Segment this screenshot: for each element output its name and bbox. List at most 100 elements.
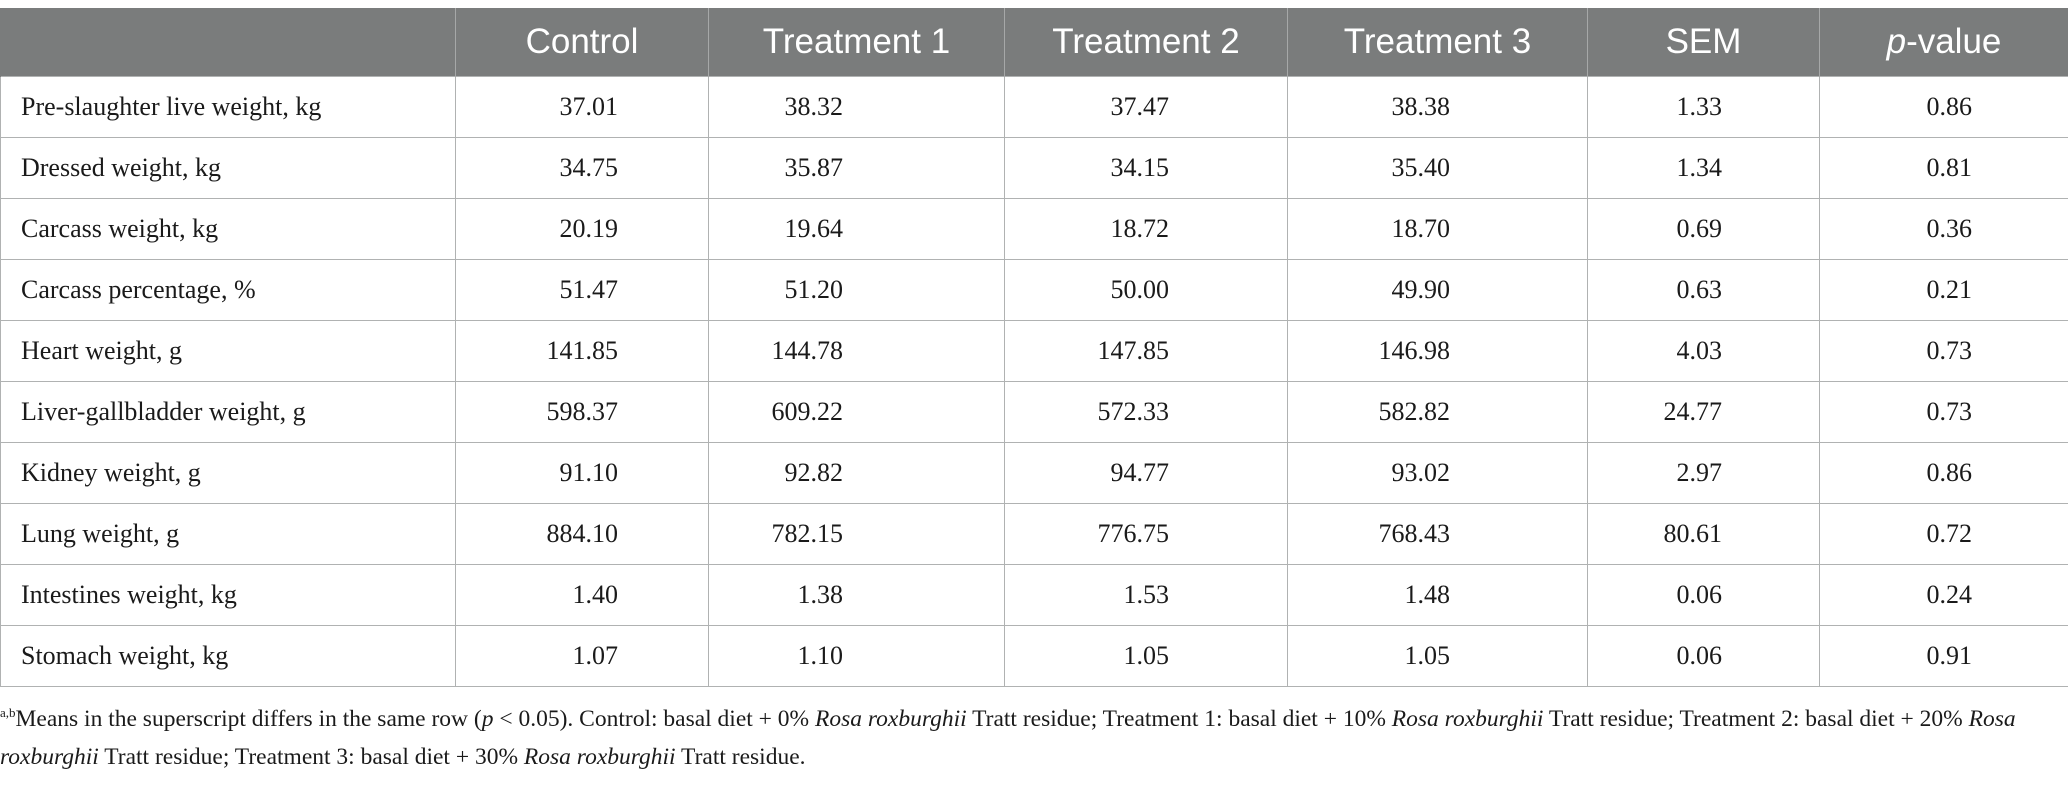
cell-control: 884.10 [455,503,709,565]
header-p-value: p-value [1819,8,2068,77]
footnote-text-4: Tratt residue; Treatment 2: basal diet +… [1543,706,1969,732]
row-label: Liver-gallbladder weight, g [0,381,456,443]
table-row: Carcass percentage, % 51.47 51.20 50.00 49.9… [0,259,2068,321]
cell-treatment-3: 146.98 [1287,320,1588,382]
cell-control: 20.19 [455,198,709,260]
cell-treatment-3: 1.05 [1287,625,1588,687]
cell-treatment-3: 35.40 [1287,137,1588,199]
footnote-species-2: Rosa roxburghii [1391,706,1544,732]
footnote-text-6: Tratt residue. [675,744,806,770]
footnote-text-3: Tratt residue; Treatment 1: basal diet +… [966,706,1392,732]
cell-p-value: 0.36 [1819,198,2068,260]
cell-treatment-1: 51.20 [708,259,1005,321]
results-table: Control Treatment 1 Treatment 2 Treatmen… [0,8,2068,687]
footnote-superscript: a,b [0,705,16,720]
cell-sem: 0.63 [1587,259,1820,321]
cell-treatment-1: 144.78 [708,320,1005,382]
row-label: Carcass percentage, % [0,259,456,321]
cell-control: 1.40 [455,564,709,626]
cell-treatment-1: 38.32 [708,76,1005,138]
header-corner [0,8,456,77]
cell-p-value: 0.73 [1819,381,2068,443]
cell-treatment-2: 37.47 [1004,76,1288,138]
cell-treatment-1: 19.64 [708,198,1005,260]
cell-sem: 1.34 [1587,137,1820,199]
cell-control: 91.10 [455,442,709,504]
cell-treatment-1: 609.22 [708,381,1005,443]
cell-treatment-1: 1.38 [708,564,1005,626]
table-row: Dressed weight, kg 34.75 35.87 34.15 35.40 1.… [0,137,2068,199]
cell-sem: 24.77 [1587,381,1820,443]
cell-p-value: 0.72 [1819,503,2068,565]
cell-p-value: 0.81 [1819,137,2068,199]
cell-sem: 4.03 [1587,320,1820,382]
table-row: Liver-gallbladder weight, g 598.37 609.22 5… [0,381,2068,443]
cell-p-value: 0.21 [1819,259,2068,321]
cell-treatment-2: 18.72 [1004,198,1288,260]
header-p-value-suffix: -value [1906,22,2002,61]
table-footnote: a,bMeans in the superscript differs in t… [0,700,2060,776]
table-row: Kidney weight, g 91.10 92.82 94.77 93.02 2.97… [0,442,2068,504]
header-p-value-italic: p [1886,22,1907,61]
table-row: Heart weight, g 141.85 144.78 147.85 146.98 4… [0,320,2068,382]
table-row: Intestines weight, kg 1.40 1.38 1.53 1.48 0.0… [0,564,2068,626]
table-row: Lung weight, g 884.10 782.15 776.75 768.43 80… [0,503,2068,565]
cell-treatment-2: 1.05 [1004,625,1288,687]
cell-treatment-3: 49.90 [1287,259,1588,321]
footnote-species-4: Rosa roxburghii [523,744,676,770]
row-label: Kidney weight, g [0,442,456,504]
cell-p-value: 0.86 [1819,442,2068,504]
table-row: Stomach weight, kg 1.07 1.10 1.05 1.05 0.06 0.… [0,625,2068,687]
cell-sem: 2.97 [1587,442,1820,504]
cell-control: 51.47 [455,259,709,321]
header-treatment-1: Treatment 1 [708,8,1005,77]
cell-treatment-3: 93.02 [1287,442,1588,504]
cell-treatment-2: 34.15 [1004,137,1288,199]
footnote-text-1: Means in the superscript differs in the … [15,706,482,732]
row-label: Carcass weight, kg [0,198,456,260]
header-row: Control Treatment 1 Treatment 2 Treatmen… [0,8,2068,77]
cell-treatment-3: 38.38 [1287,76,1588,138]
footnote-text-2: < 0.05). Control: basal diet + 0% [493,706,815,732]
cell-treatment-3: 18.70 [1287,198,1588,260]
cell-treatment-2: 572.33 [1004,381,1288,443]
cell-control: 37.01 [455,76,709,138]
cell-control: 598.37 [455,381,709,443]
cell-sem: 0.06 [1587,625,1820,687]
cell-control: 141.85 [455,320,709,382]
cell-p-value: 0.91 [1819,625,2068,687]
footnote-species-1: Rosa roxburghii [815,706,967,732]
cell-sem: 0.06 [1587,564,1820,626]
cell-treatment-1: 35.87 [708,137,1005,199]
cell-sem: 0.69 [1587,198,1820,260]
cell-treatment-1: 92.82 [708,442,1005,504]
cell-treatment-2: 776.75 [1004,503,1288,565]
footnote-p-italic: p [481,706,494,732]
footnote-species-3: Rosa roxburghii [0,706,2016,770]
cell-treatment-2: 147.85 [1004,320,1288,382]
row-label: Heart weight, g [0,320,456,382]
header-treatment-2: Treatment 2 [1004,8,1288,77]
header-control: Control [455,8,709,77]
cell-p-value: 0.73 [1819,320,2068,382]
cell-control: 34.75 [455,137,709,199]
cell-treatment-1: 1.10 [708,625,1005,687]
row-label: Dressed weight, kg [0,137,456,199]
table-header: Control Treatment 1 Treatment 2 Treatmen… [0,8,2068,77]
cell-sem: 1.33 [1587,76,1820,138]
table-row: Pre-slaughter live weight, kg 37.01 38.32 3… [0,76,2068,138]
table-row: Carcass weight, kg 20.19 19.64 18.72 18.70 0.… [0,198,2068,260]
footnote-text-5: Tratt residue; Treatment 3: basal diet +… [98,744,524,770]
cell-treatment-2: 94.77 [1004,442,1288,504]
table-body: Pre-slaughter live weight, kg 37.01 38.32 3… [0,76,2068,687]
cell-treatment-3: 582.82 [1287,381,1588,443]
cell-control: 1.07 [455,625,709,687]
row-label: Lung weight, g [0,503,456,565]
cell-p-value: 0.86 [1819,76,2068,138]
header-sem: SEM [1587,8,1820,77]
header-treatment-3: Treatment 3 [1287,8,1588,77]
cell-treatment-2: 1.53 [1004,564,1288,626]
cell-treatment-3: 1.48 [1287,564,1588,626]
cell-treatment-1: 782.15 [708,503,1005,565]
row-label: Stomach weight, kg [0,625,456,687]
